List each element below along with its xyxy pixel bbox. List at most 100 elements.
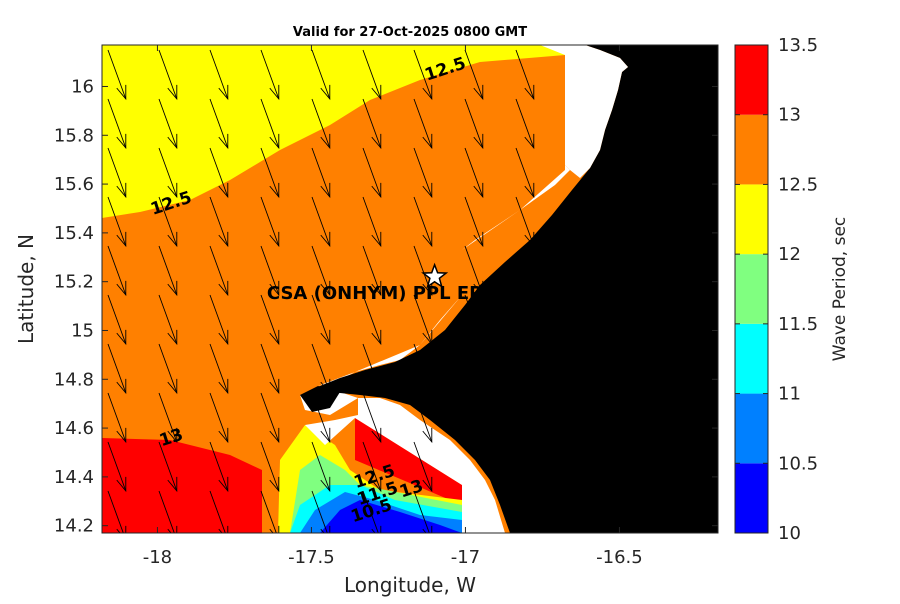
wave-direction-arrow	[362, 147, 382, 198]
wave-direction-arrowhead	[524, 133, 535, 150]
wave-direction-arrowhead	[422, 182, 433, 199]
wave-direction-arrow	[413, 147, 433, 198]
wave-period-fill-13-to-13-5-southwest	[102, 438, 262, 533]
wave-direction-arrowhead	[524, 182, 535, 199]
wave-direction-arrowhead	[269, 329, 280, 346]
x-axis: -18 -17.5 -17 -16.5	[143, 45, 643, 568]
wave-direction-arrowhead	[167, 133, 178, 150]
wave-direction-arrow	[362, 441, 382, 492]
wave-direction-arrowhead	[116, 280, 127, 297]
wave-direction-arrowhead	[167, 84, 178, 101]
wave-direction-arrow	[209, 294, 229, 345]
wave-direction-arrow	[260, 49, 280, 100]
wave-direction-arrow	[362, 49, 382, 100]
wave-direction-arrow	[311, 98, 331, 149]
wave-direction-arrow	[515, 196, 535, 247]
wave-direction-arrow	[311, 196, 331, 247]
wave-direction-arrowhead	[524, 231, 535, 248]
wave-direction-arrowhead	[320, 182, 331, 199]
wave-direction-arrow	[413, 392, 433, 443]
wave-direction-arrow	[158, 98, 178, 149]
plot-frame	[101, 44, 719, 534]
wave-direction-arrow	[311, 245, 331, 296]
wave-direction-arrowhead	[167, 231, 178, 248]
wave-direction-arrowhead	[269, 427, 280, 444]
wave-direction-arrowhead	[320, 280, 331, 297]
y-tick-label: 15.6	[54, 174, 94, 195]
wave-direction-arrow	[464, 196, 484, 247]
colorbar-tick-label: 12.5	[778, 174, 818, 195]
wave-direction-arrow	[158, 245, 178, 296]
wave-direction-arrowhead	[422, 84, 433, 101]
colorbar-segment	[735, 254, 768, 324]
wave-direction-arrow	[107, 441, 127, 492]
wave-direction-arrowhead	[167, 329, 178, 346]
wave-direction-arrows	[107, 49, 535, 533]
colorbar-tick-label: 10.5	[778, 453, 818, 474]
wave-direction-arrowhead	[320, 231, 331, 248]
wave-direction-arrow	[209, 441, 229, 492]
x-axis-label: Longitude, W	[344, 573, 476, 597]
y-tick-label: 14.2	[54, 516, 94, 537]
wave-direction-arrowhead	[218, 231, 229, 248]
wave-direction-arrowhead	[422, 329, 433, 346]
wave-direction-arrow	[413, 294, 433, 345]
colorbar-segment	[735, 323, 768, 394]
wave-direction-arrow	[260, 294, 280, 345]
wave-direction-arrowhead	[320, 378, 331, 395]
wave-direction-arrowhead	[473, 84, 484, 101]
wave-direction-arrowhead	[218, 329, 229, 346]
wave-direction-arrow	[362, 343, 382, 394]
wave-direction-arrowhead	[116, 476, 127, 493]
chart-title: Valid for 27-Oct-2025 0800 GMT	[293, 25, 527, 40]
wave-direction-arrow	[464, 147, 484, 198]
wave-direction-arrowhead	[116, 329, 127, 346]
wave-direction-arrow	[260, 441, 280, 492]
wave-direction-arrowhead	[320, 133, 331, 150]
colorbar-tick-label: 13	[778, 105, 801, 126]
wave-direction-arrowhead	[116, 427, 127, 444]
x-tick-label: -17.5	[288, 547, 335, 568]
wave-direction-arrow	[107, 343, 127, 394]
wave-direction-arrowhead	[218, 182, 229, 199]
wave-direction-arrowhead	[167, 378, 178, 395]
wave-direction-arrow	[158, 147, 178, 198]
wave-direction-arrowhead	[371, 329, 382, 346]
y-axis-label: Latitude, N	[14, 234, 38, 344]
wave-direction-arrowhead	[116, 182, 127, 199]
wave-direction-arrowhead	[269, 476, 280, 493]
wave-direction-arrowhead	[167, 427, 178, 444]
colorbar-tick-label: 10	[778, 523, 801, 544]
wave-direction-arrowhead	[473, 378, 484, 395]
wave-direction-arrow	[158, 49, 178, 100]
wave-direction-arrowhead	[218, 280, 229, 297]
wave-direction-arrow	[515, 49, 535, 100]
site-marker: CSA (ONHYM) PPL EP	[267, 262, 482, 304]
y-tick-label: 14.6	[54, 418, 94, 439]
wave-direction-arrow	[260, 392, 280, 443]
wave-direction-arrow	[158, 392, 178, 443]
wave-direction-arrow	[413, 98, 433, 149]
wave-direction-arrow	[158, 196, 178, 247]
wave-direction-arrow	[362, 294, 382, 345]
wave-direction-arrow	[515, 98, 535, 149]
colorbar-frame	[734, 44, 769, 534]
wave-direction-arrowhead	[371, 182, 382, 199]
wave-direction-arrowhead	[473, 329, 484, 346]
wave-direction-arrowhead	[116, 378, 127, 395]
wave-direction-arrowhead	[371, 280, 382, 297]
wave-direction-arrow	[158, 441, 178, 492]
colorbar-segment	[735, 184, 768, 255]
wave-direction-arrow	[107, 98, 127, 149]
wave-direction-arrow	[209, 147, 229, 198]
wave-direction-arrow	[209, 343, 229, 394]
wave-direction-arrow	[260, 490, 277, 533]
y-tick-label: 14.8	[54, 369, 94, 390]
wave-direction-arrow	[209, 49, 229, 100]
wave-direction-arrowhead	[371, 427, 382, 444]
y-tick-label: 15.8	[54, 125, 94, 146]
no-data-coastal-band	[300, 45, 570, 533]
y-tick-label: 15	[71, 320, 94, 341]
